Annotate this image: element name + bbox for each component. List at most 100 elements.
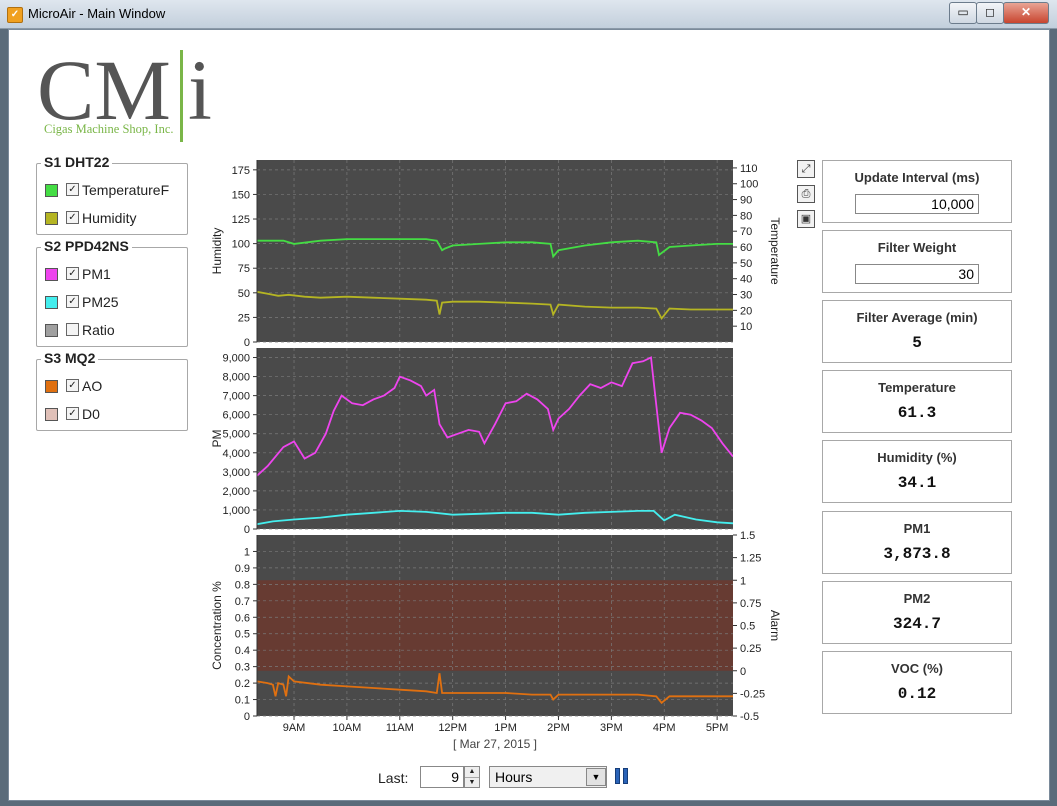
update-interval-box: Update Interval (ms): [822, 160, 1012, 223]
main-window: CM i Cigas Machine Shop, Inc. S1 DHT22 ✓ T…: [8, 29, 1050, 801]
x-tick-label: 1PM: [494, 722, 517, 734]
y-tick-label: 0: [244, 337, 250, 349]
y2-tick-label: 1: [740, 575, 746, 587]
charts-area[interactable]: 0255075100125150175102030405060708090100…: [9, 30, 809, 770]
legend-group-title: S1 DHT22: [41, 154, 113, 170]
y-tick-label: 5,000: [222, 429, 250, 441]
title-bar: ✓ MicroAir - Main Window ▭ ◻ ✕: [0, 0, 1057, 29]
temperature-value: 61.3: [897, 404, 937, 422]
series-checkbox[interactable]: ✓: [66, 267, 79, 280]
filter-average-box: Filter Average (min) 5: [822, 300, 1012, 363]
plot-background: [257, 348, 733, 529]
legend-group: S2 PPD42NS ✓ PM1 ✓ PM25 Ratio: [36, 238, 188, 347]
printer-icon[interactable]: ⎙: [797, 185, 815, 203]
update-interval-input[interactable]: [855, 194, 979, 214]
y-tick-label: 0: [244, 711, 250, 723]
last-value-input[interactable]: [420, 766, 464, 788]
series-checkbox[interactable]: ✓: [66, 295, 79, 308]
y-tick-label: 4,000: [222, 448, 250, 460]
y-tick-label: 0.5: [235, 629, 250, 641]
y2-tick-label: -0.5: [740, 711, 759, 723]
pm1-value: 3,873.8: [883, 545, 951, 563]
y-tick-label: 0.2: [235, 678, 250, 690]
alarm-band: [257, 580, 733, 671]
y-tick-label: 3,000: [222, 467, 250, 479]
voc-label: VOC (%): [891, 661, 943, 676]
chevron-down-icon[interactable]: ▼: [586, 768, 606, 786]
legend-group-title: S3 MQ2: [41, 350, 99, 366]
pause-icon[interactable]: [615, 768, 631, 784]
time-range-controls: Last: ▲ ▼ Hours ▼: [9, 764, 1049, 794]
last-label: Last:: [378, 770, 409, 786]
y-tick-label: 125: [232, 214, 250, 226]
humidity-value: 34.1: [897, 474, 937, 492]
series-color-swatch: [45, 268, 58, 281]
y-tick-label: 1: [244, 546, 250, 558]
y2-tick-label: 50: [740, 258, 752, 270]
y-tick-label: 25: [238, 312, 250, 324]
series-checkbox[interactable]: ✓: [66, 379, 79, 392]
series-checkbox[interactable]: ✓: [66, 211, 79, 224]
y-tick-label: 100: [232, 239, 250, 251]
y-tick-label: 9,000: [222, 353, 250, 365]
y2-tick-label: 0.5: [740, 621, 755, 633]
legend-group: S1 DHT22 ✓ TemperatureF ✓ Humidity: [36, 154, 188, 235]
series-label: PM25: [82, 294, 119, 310]
series-checkbox[interactable]: ✓: [66, 183, 79, 196]
close-icon[interactable]: ✕: [1003, 2, 1049, 24]
y2-tick-label: 20: [740, 305, 752, 317]
spinner-down-button[interactable]: ▼: [465, 777, 479, 788]
y2-tick-label: 110: [740, 163, 758, 175]
series-label: Humidity: [82, 210, 137, 226]
series-checkbox[interactable]: ✓: [66, 407, 79, 420]
y-tick-label: 0.1: [235, 695, 250, 707]
y2-tick-label: 10: [740, 321, 752, 333]
maximize-icon[interactable]: ◻: [976, 2, 1004, 24]
y2-axis-label: Alarm: [768, 610, 782, 641]
filter-average-value: 5: [912, 334, 922, 352]
y2-tick-label: 1.5: [740, 530, 755, 542]
logo-company-name: Cigas Machine Shop, Inc.: [44, 122, 174, 136]
series-label: AO: [82, 378, 103, 394]
series-color-swatch: [45, 408, 58, 421]
y-tick-label: 0.9: [235, 563, 250, 575]
y-tick-label: 0.3: [235, 662, 250, 674]
series-color-swatch: [45, 184, 58, 197]
y2-tick-label: 100: [740, 179, 758, 191]
y-tick-label: 75: [238, 263, 250, 275]
y2-tick-label: 30: [740, 290, 752, 302]
series-label: Ratio: [82, 322, 115, 338]
series-checkbox[interactable]: [66, 323, 79, 336]
x-tick-label: 11AM: [386, 722, 414, 734]
x-tick-label: 2PM: [547, 722, 570, 734]
spinner-up-button[interactable]: ▲: [468, 768, 476, 775]
y-tick-label: 2,000: [222, 486, 250, 498]
voc-value: 0.12: [897, 685, 937, 703]
series-line-pm1: [257, 356, 733, 477]
series-color-swatch: [45, 212, 58, 225]
y-tick-label: 0: [244, 524, 250, 536]
company-logo: CM i Cigas Machine Shop, Inc.: [37, 44, 212, 142]
y-axis-label: Concentration %: [210, 581, 224, 670]
humidity-box: Humidity (%) 34.1: [822, 440, 1012, 503]
series-line-pm25: [257, 509, 733, 526]
save-icon[interactable]: ▣: [797, 210, 815, 228]
y-tick-label: 6,000: [222, 410, 250, 422]
y-tick-label: 0.4: [235, 645, 250, 657]
minimize-icon[interactable]: ▭: [949, 2, 977, 24]
y-tick-label: 8,000: [222, 372, 250, 384]
filter-weight-input[interactable]: [855, 264, 979, 284]
filter-average-label: Filter Average (min): [856, 310, 978, 325]
x-tick-label: 9AM: [283, 722, 306, 734]
time-unit-select[interactable]: Hours: [489, 766, 607, 788]
logo-letters: CM: [37, 44, 171, 138]
voc-box: VOC (%) 0.12: [822, 651, 1012, 714]
y2-tick-label: 80: [740, 210, 752, 222]
x-tick-label: 10AM: [333, 722, 362, 734]
temperature-box: Temperature 61.3: [822, 370, 1012, 433]
y-tick-label: 0.7: [235, 596, 250, 608]
series-color-swatch: [45, 380, 58, 393]
app-icon: ✓: [7, 7, 23, 23]
legend-group: S3 MQ2 ✓ AO ✓ D0: [36, 350, 188, 431]
fit-to-window-icon[interactable]: ⤢: [797, 160, 815, 178]
